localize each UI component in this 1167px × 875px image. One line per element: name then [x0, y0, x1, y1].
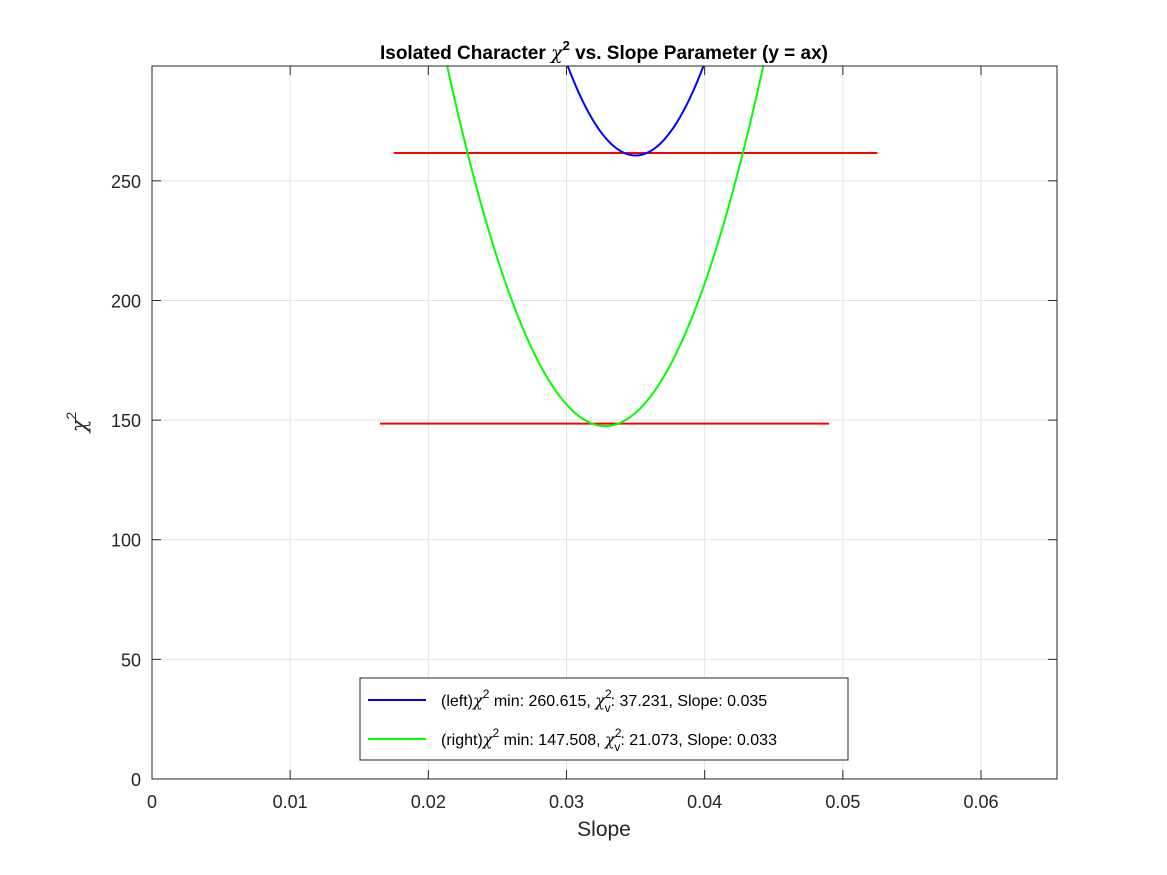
y-tick-label-2: 100 [111, 531, 141, 551]
data-curves [379, 66, 878, 428]
legend-right-chi: χ [482, 730, 494, 749]
legend-entry-left: (left)χ2 min: 260.615, χ2 v: 37.231, Slop… [441, 687, 767, 715]
y-tick-label-5: 250 [111, 172, 141, 192]
y-tick-label-3: 150 [111, 411, 141, 431]
chart-title-prefix: Isolated Character [380, 43, 551, 64]
x-tick-label-2: 0.02 [411, 792, 446, 812]
legend-right-chi2: χ [604, 730, 616, 749]
legend-left-chi: χ [472, 691, 484, 710]
y-axis-label: χ2 [63, 412, 91, 435]
legend-entry-right: (right)χ2 min: 147.508, χ2 v: 21.073, Slo… [441, 726, 777, 754]
x-tick-label-6: 0.06 [963, 792, 998, 812]
legend: (left)χ2 min: 260.615, χ2 v: 37.231, Slop… [359, 677, 849, 761]
legend-box [359, 677, 849, 761]
y-tick-label-1: 50 [121, 650, 141, 670]
legend-right-mid: min: 147.508, [499, 732, 605, 749]
legend-right-sub2: v [614, 740, 620, 754]
axes-frame [151, 65, 1058, 780]
series-line-0 [566, 66, 705, 157]
series-line-1 [446, 66, 765, 428]
x-axis-label: Slope [577, 818, 631, 841]
y-axis-label-chi: χ [67, 418, 91, 434]
chart-title-chi: χ [549, 42, 564, 64]
legend-left-pre: (left) [441, 693, 473, 710]
y-tick-label-0: 0 [131, 770, 141, 790]
chart-title: Isolated Character χ2 vs. Slope Paramete… [380, 38, 828, 64]
axes-box [151, 65, 1058, 780]
x-tick-label-3: 0.03 [549, 792, 584, 812]
legend-left-sup2: 2 [605, 687, 612, 701]
chart-title-sup: 2 [563, 38, 570, 53]
legend-right-sup2: 2 [615, 726, 622, 740]
chart-title-suffix: vs. Slope Parameter (y = ax) [570, 43, 828, 64]
plot-area [152, 66, 1057, 779]
legend-left-mid: min: 260.615, [489, 693, 595, 710]
y-tick-label-4: 200 [111, 291, 141, 311]
legend-left-post: : 37.231, Slope: 0.035 [611, 693, 768, 710]
x-tick-label-5: 0.05 [825, 792, 860, 812]
x-tick-label-1: 0.01 [273, 792, 308, 812]
legend-right-sup: 2 [492, 726, 499, 740]
legend-left-chi2: χ [594, 691, 606, 710]
legend-left-sub2: v [605, 701, 611, 715]
x-tick-label-4: 0.04 [687, 792, 722, 812]
y-axis-label-sup: 2 [63, 412, 79, 420]
grid-lines [152, 66, 1057, 779]
legend-right-pre: (right) [441, 732, 483, 749]
tick-labels: 0 0.01 0.02 0.03 0.04 0.05 0.06 0 50 100 150 200 250 [111, 172, 999, 812]
x-tick-label-0: 0 [147, 792, 157, 812]
legend-left-sup: 2 [483, 687, 490, 701]
legend-right-post: : 21.073, Slope: 0.033 [620, 732, 777, 749]
